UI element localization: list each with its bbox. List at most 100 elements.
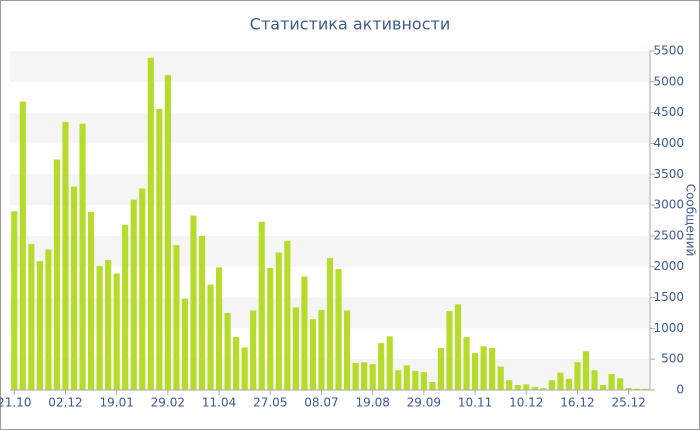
bar xyxy=(318,309,325,390)
x-tick-label: 16.12 xyxy=(560,396,594,410)
bar xyxy=(386,336,393,390)
bar xyxy=(591,370,598,390)
x-tick-label: 02.12 xyxy=(48,396,82,410)
bar xyxy=(617,378,624,390)
bar xyxy=(540,388,547,390)
bar xyxy=(557,372,564,390)
bar xyxy=(378,343,385,390)
bar xyxy=(105,259,112,390)
bar xyxy=(122,224,129,390)
bar xyxy=(113,273,120,390)
y-tick-label: 2500 xyxy=(653,228,684,242)
bar xyxy=(463,336,470,390)
grid-band xyxy=(10,112,650,144)
bar xyxy=(489,348,496,390)
bar xyxy=(181,298,189,390)
bar xyxy=(70,186,78,390)
bar xyxy=(480,346,487,390)
y-tick-label: 500 xyxy=(661,352,684,366)
bar xyxy=(531,386,538,390)
x-tick-label: 19.08 xyxy=(355,396,389,410)
bar xyxy=(267,267,274,390)
bar xyxy=(446,311,453,390)
x-tick-label: 29.09 xyxy=(407,396,441,410)
bar xyxy=(326,258,334,390)
bar xyxy=(565,378,573,390)
grid-band xyxy=(10,174,650,206)
bar xyxy=(87,211,95,390)
bar xyxy=(250,310,257,390)
bar xyxy=(361,362,368,390)
bar xyxy=(36,261,43,390)
bar xyxy=(190,215,197,390)
bar xyxy=(523,384,530,390)
bar xyxy=(506,380,513,390)
x-tick-label: 11.04 xyxy=(202,396,236,410)
bar xyxy=(147,57,154,390)
bar xyxy=(454,304,462,390)
bar xyxy=(412,370,419,390)
bar xyxy=(207,284,214,390)
bar xyxy=(301,276,308,390)
bar xyxy=(574,362,581,390)
bar xyxy=(45,249,52,390)
bar xyxy=(343,310,351,390)
x-tick-label: 10.12 xyxy=(509,396,543,410)
bar xyxy=(548,380,555,390)
bar xyxy=(437,348,445,390)
bar xyxy=(335,269,342,390)
y-tick-label: 3500 xyxy=(653,167,684,181)
bar xyxy=(173,245,180,390)
bar xyxy=(198,235,206,390)
y-tick-label: 3000 xyxy=(653,198,684,212)
bar xyxy=(258,221,265,390)
chart-title: Статистика активности xyxy=(250,15,450,34)
bar xyxy=(164,75,171,391)
bar xyxy=(233,336,240,390)
bar xyxy=(369,364,376,390)
bar xyxy=(284,240,291,390)
y-tick-label: 1500 xyxy=(653,290,684,304)
bar xyxy=(19,101,26,391)
bar xyxy=(224,312,231,390)
bar xyxy=(608,373,615,390)
y-tick-label: 1000 xyxy=(653,321,684,335)
bar xyxy=(497,366,504,390)
x-tick-label: 27.05 xyxy=(253,396,287,410)
bar xyxy=(11,211,18,390)
bar xyxy=(352,362,359,390)
bar xyxy=(642,388,649,390)
y-tick-label: 4500 xyxy=(653,105,684,119)
y-tick-label: 4000 xyxy=(653,136,684,150)
bar xyxy=(420,372,427,390)
bar xyxy=(403,365,410,390)
bar xyxy=(429,381,436,390)
bar xyxy=(215,267,223,390)
bar xyxy=(471,353,479,390)
bar xyxy=(395,370,402,390)
bar xyxy=(130,199,137,390)
y-tick-label: 0 xyxy=(676,383,684,397)
bar xyxy=(53,159,61,390)
bar xyxy=(139,188,146,390)
y-tick-label: 5500 xyxy=(653,44,684,58)
bar xyxy=(309,319,317,390)
bar xyxy=(79,123,86,391)
bar xyxy=(28,243,35,390)
bar xyxy=(62,121,69,390)
bar xyxy=(625,388,632,390)
x-tick-label: 10.11 xyxy=(458,396,492,410)
bar xyxy=(514,385,521,390)
x-tick-label: 21.10 xyxy=(0,396,31,410)
x-tick-label: 19.01 xyxy=(99,396,133,410)
y-tick-label: 2000 xyxy=(653,259,684,273)
bar xyxy=(599,385,607,390)
bar xyxy=(96,266,103,390)
grid-band xyxy=(10,51,650,82)
x-tick-label: 25.12 xyxy=(611,396,645,410)
bar xyxy=(292,307,299,390)
x-tick-label: 29.02 xyxy=(151,396,185,410)
bar xyxy=(156,108,163,391)
